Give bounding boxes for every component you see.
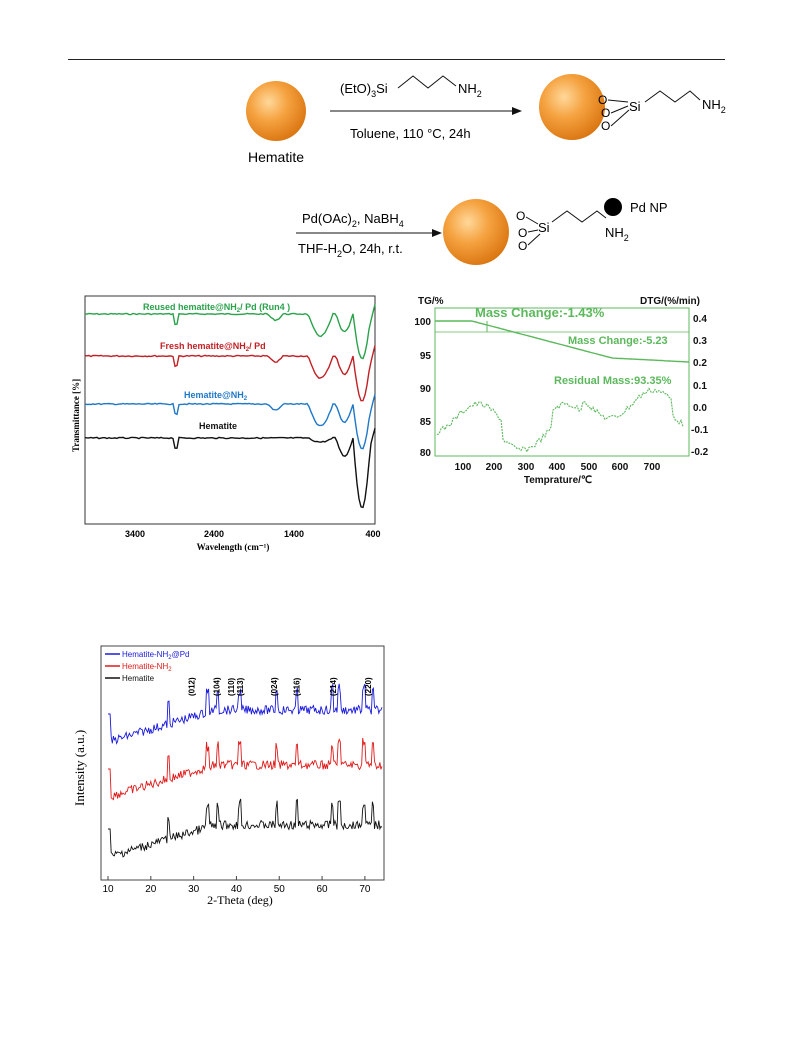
product1-amine: NH2 [702,97,726,115]
xrd-legend-3: Hematite [122,674,155,683]
ftir-chart: Reused hematite@NH2/ Pd (Run4 ) Fresh he… [71,295,381,552]
xrd-peak-label: (220) [364,677,373,696]
pd-np-label: Pd NP [630,200,668,215]
reagent-2: Pd(OAc)2, NaBH4 [302,211,404,229]
xrd-legend-1: Hematite-NH2@Pd [122,650,189,661]
xrd-tick-label: 20 [145,884,157,895]
ftir-series-line [84,394,376,450]
svg-text:85: 85 [420,417,432,428]
svg-text:O: O [518,226,527,240]
xrd-peak-label: (214) [329,677,338,696]
xrd-tick-label: 50 [274,884,286,895]
svg-text:O: O [601,119,610,133]
tga-right-title: DTG/(%/min) [640,296,700,307]
conditions-1: Toluene, 110 °C, 24h [350,126,471,141]
propyl-chain-3 [551,210,607,223]
ftir-xlabel: Wavelength (cm⁻¹) [197,542,270,552]
xrd-peak-label: (116) [292,677,301,696]
xrd-legend-2: Hematite-NH2 [122,662,172,673]
xrd-peak-label: (110) [227,677,236,696]
ftir-label-hematite: Hematite [199,421,237,431]
xrd-xlabel: 2-Theta (deg) [207,893,273,907]
svg-text:0.0: 0.0 [693,403,707,414]
ftir-label-nh2: Hematite@NH2 [184,390,248,402]
xrd-ylabel: Intensity (a.u.) [72,730,87,806]
tga-annotation-1: Mass Change:-1.43% [475,305,605,320]
ftir-series-line [84,304,376,360]
svg-text:600: 600 [612,462,629,473]
svg-text:-0.1: -0.1 [691,425,709,436]
hematite-label: Hematite [248,149,304,165]
ftir-series-line [84,428,376,509]
xrd-chart: Hematite-NH2@Pd Hematite-NH2 Hematite (0… [72,645,385,907]
svg-text:300: 300 [518,462,535,473]
xrd-tick-label: 10 [102,884,114,895]
synthesis-scheme: Hematite (EtO)3Si NH2 Toluene, 110 °C, 2… [246,74,726,265]
svg-text:O: O [601,106,610,120]
svg-text:O: O [518,239,527,253]
tga-xlabel: Temprature/℃ [524,475,592,486]
svg-text:500: 500 [581,462,598,473]
svg-text:100: 100 [455,462,472,473]
svg-text:200: 200 [486,462,503,473]
dtg-curve [436,387,684,454]
silane-amine: NH2 [458,81,482,99]
xrd-peak-label: (012) [187,677,196,696]
propyl-chain-1 [397,75,457,89]
ftir-tick: 400 [365,529,380,539]
xrd-tick-label: 40 [231,884,243,895]
svg-text:0.2: 0.2 [693,358,707,369]
svg-text:80: 80 [420,448,432,459]
hematite-sphere [246,81,306,141]
ftir-tick: 2400 [204,529,224,539]
xrd-tick-label: 70 [359,884,371,895]
tg-curve [435,320,690,363]
svg-text:0.4: 0.4 [693,314,707,325]
ftir-ylabel: Transmittance [%] [71,379,81,452]
tga-chart: TG/% DTG/(%/min) 100 95 90 85 80 0.4 0.3… [414,296,709,486]
xrd-tick-label: 60 [317,884,329,895]
propyl-chain-2 [644,90,701,103]
ftir-label-fresh: Fresh hematite@NH2/ Pd [160,341,266,353]
xrd-peak-label: (024) [270,677,279,696]
ftir-tick: 1400 [284,529,304,539]
conditions-2: THF-H2O, 24h, r.t. [298,241,403,259]
header-rule [68,59,725,60]
ftir-tick: 3400 [125,529,145,539]
svg-text:0.1: 0.1 [693,381,707,392]
ftir-series-line [84,345,376,402]
ftir-label-reused: Reused hematite@NH2/ Pd (Run4 ) [143,302,290,314]
svg-text:-0.2: -0.2 [691,447,709,458]
silane-reagent: (EtO)3Si [340,81,388,99]
si-label-1: Si [629,99,641,114]
pd-np-dot [604,198,622,216]
svg-text:100: 100 [414,317,431,328]
svg-text:90: 90 [420,384,432,395]
svg-text:400: 400 [549,462,566,473]
xrd-tick-label: 30 [188,884,200,895]
tga-annotation-2: Mass Change:-5.23 [568,335,668,347]
xrd-peak-label: (113) [236,677,245,696]
product2-sphere [443,199,509,265]
xrd-series-line [108,737,383,801]
svg-text:O: O [598,93,607,107]
svg-text:O: O [516,209,525,223]
product1-sphere [539,74,605,140]
product2-amine: NH2 [605,225,629,243]
xrd-peak-label: (104) [213,677,222,696]
svg-text:0.3: 0.3 [693,336,707,347]
si-label-2: Si [538,220,550,235]
tga-annotation-3: Residual Mass:93.35% [554,375,672,387]
xrd-series-line [108,798,383,858]
svg-text:700: 700 [644,462,661,473]
tga-left-title: TG/% [418,296,444,307]
xrd-series-line [108,682,383,745]
svg-text:95: 95 [420,351,432,362]
